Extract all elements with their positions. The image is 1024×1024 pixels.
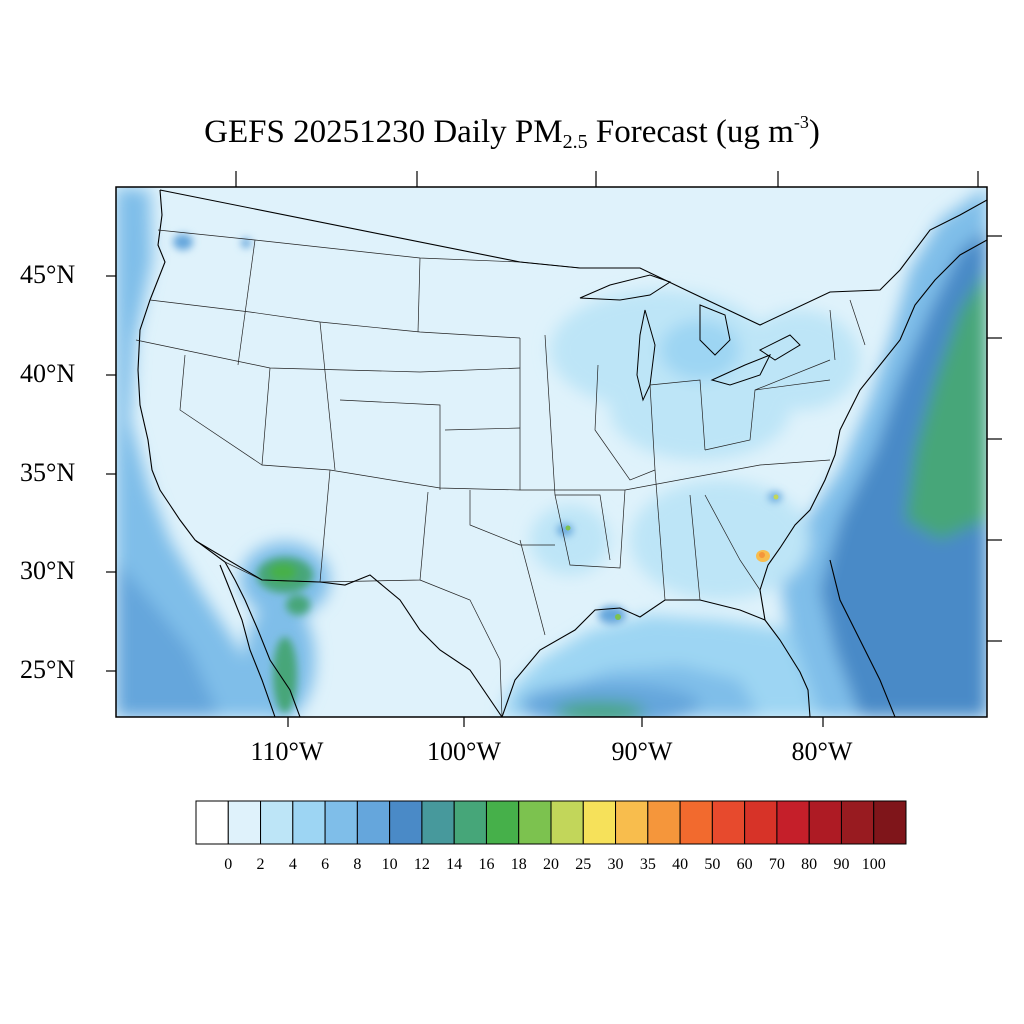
- hotspot-seattle: [173, 234, 193, 250]
- hotspot-arizona: [286, 595, 310, 615]
- colorbar-label: 35: [639, 856, 656, 873]
- colorbar-swatch: [260, 800, 294, 845]
- map-frame: [115, 186, 988, 718]
- colorbar-swatch: [195, 800, 229, 845]
- colorbar-label: 90: [833, 856, 850, 873]
- hotspot-arkansas-core: [565, 525, 571, 531]
- colorbar-label: 14: [446, 856, 463, 873]
- colorbar-label: 4: [288, 856, 297, 873]
- lon-label-90w: 90°W: [611, 737, 673, 766]
- colorbar-label: 80: [801, 856, 818, 873]
- colorbar-swatch: [744, 800, 778, 845]
- colorbar-swatch: [453, 800, 487, 845]
- colorbar-swatch: [615, 800, 649, 845]
- hotspot-louisiana-core: [615, 614, 621, 620]
- colorbar-label: 16: [478, 856, 495, 873]
- colorbar-label: 8: [353, 856, 362, 873]
- colorbar-label: 30: [607, 856, 624, 873]
- colorbar-swatch: [808, 800, 842, 845]
- colorbar-label: 12: [413, 856, 430, 873]
- title-subscript: 2.5: [562, 131, 588, 153]
- region-michigan: [660, 320, 740, 380]
- lat-label-35n: 35°N: [20, 458, 76, 487]
- title-prefix: GEFS 20251230 Daily PM: [204, 114, 563, 150]
- title-middle: Forecast (ug m: [587, 114, 794, 150]
- region-pacific: [116, 187, 280, 717]
- colorbar-swatch: [873, 800, 907, 845]
- country-border: [159, 189, 987, 717]
- hotspot-savannah-core: [759, 552, 765, 558]
- colorbar-swatch: [356, 800, 391, 845]
- hotspot-arkansas: [557, 524, 573, 536]
- colorbar-swatch: [776, 800, 810, 845]
- lat-label-30n: 30°N: [20, 556, 76, 585]
- region-arkansas: [530, 505, 610, 575]
- colorbar-swatch: [324, 800, 358, 845]
- lat-label-25n: 25°N: [20, 655, 76, 684]
- region-northeast: [740, 310, 860, 410]
- colorbar-swatch: [582, 800, 617, 845]
- lat-label-45n: 45°N: [20, 260, 76, 289]
- colorbar-label: 70: [768, 856, 785, 873]
- colorbar-label: 25: [575, 856, 592, 873]
- colorbar-label: 100: [861, 856, 886, 873]
- colorbar-swatch: [550, 800, 584, 845]
- colorbar-swatch: [227, 800, 262, 845]
- region-ohio-valley: [610, 360, 790, 460]
- colorbar: [195, 800, 907, 845]
- colorbar-swatch: [840, 800, 875, 845]
- colorbar-label: 50: [704, 856, 721, 873]
- title-superscript: -3: [793, 112, 809, 132]
- lon-label-110w: 110°W: [250, 737, 324, 766]
- colorbar-swatch: [647, 800, 681, 845]
- colorbar-label: 60: [736, 856, 753, 873]
- colorbar-swatch: [485, 800, 520, 845]
- lon-label-100w: 100°W: [427, 737, 501, 766]
- colorbar-label: 18: [510, 856, 527, 873]
- region-pacific-deep: [116, 560, 220, 717]
- colorbar-swatch: [292, 800, 326, 845]
- colorbar-swatch: [421, 800, 455, 845]
- colorbar-swatch: [389, 800, 423, 845]
- colorbar-label: 6: [321, 856, 330, 873]
- tick-marks: [106, 171, 1002, 727]
- region-atlantic-far: [905, 270, 987, 540]
- hotspot-spokane: [241, 238, 251, 248]
- title-suffix: ): [808, 114, 820, 150]
- hotspot-carolina-core: [773, 494, 779, 500]
- colorbar-label: 2: [256, 856, 265, 873]
- hotspot-gulf-california: [273, 637, 297, 713]
- colorbar-label: 0: [224, 856, 233, 873]
- hotspot-sonora-core: [269, 563, 297, 581]
- colorbar-swatch: [679, 800, 713, 845]
- colorbar-label: 20: [543, 856, 559, 873]
- region-gulf-hotspot: [555, 702, 645, 717]
- colorbar-swatch: [711, 800, 746, 845]
- lat-label-40n: 40°N: [20, 359, 76, 388]
- colorbar-label: 10: [381, 856, 398, 873]
- region-southeast: [630, 480, 810, 600]
- map-title: GEFS 20251230 Daily PM2.5 Forecast (ug m…: [0, 112, 1024, 154]
- lon-label-80w: 80°W: [791, 737, 853, 766]
- colorbar-label: 40: [672, 856, 689, 873]
- colorbar-swatch: [518, 800, 552, 845]
